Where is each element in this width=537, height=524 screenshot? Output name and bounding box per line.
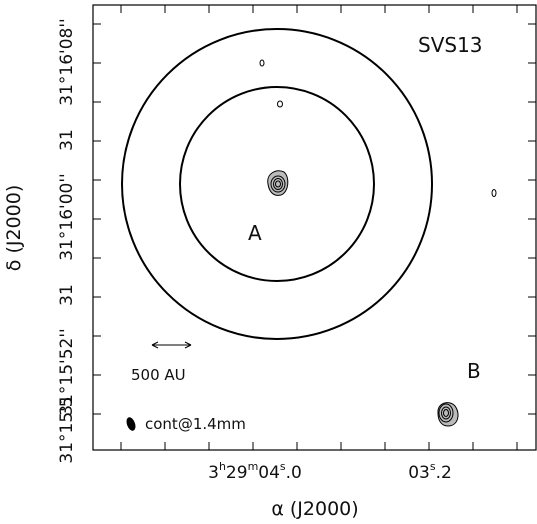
contours-b bbox=[437, 402, 459, 427]
beam-label: cont@1.4mm bbox=[145, 415, 246, 433]
x-axis-label: α (J2000) bbox=[271, 498, 358, 520]
x-tick-part: s bbox=[280, 460, 286, 473]
y-tick-label: 31 bbox=[57, 129, 77, 151]
x-tick-part: m bbox=[248, 460, 259, 473]
source-label: A bbox=[248, 221, 262, 245]
y-tick-label: 31°15'52'' bbox=[57, 328, 77, 415]
x-tick-label: 3h29m04s.0 bbox=[208, 460, 302, 483]
y-axis-label: δ (J2000) bbox=[3, 185, 25, 271]
x-tick-part: s bbox=[430, 460, 436, 473]
inner-circle bbox=[179, 86, 375, 282]
contours-a bbox=[259, 59, 497, 197]
y-tick-label: 31°16'00'' bbox=[57, 173, 77, 260]
scale-bar bbox=[151, 341, 192, 349]
x-tick-part: 03 bbox=[408, 463, 430, 483]
x-tick-part: 3 bbox=[208, 463, 219, 483]
x-tick-labels: 3h29m04s.0 03s.2 bbox=[208, 460, 452, 483]
y-tick-label: 31°15'5 bbox=[57, 396, 77, 463]
beam bbox=[126, 417, 136, 431]
source-label: B bbox=[467, 359, 481, 383]
scale-label: 500 AU bbox=[131, 366, 186, 384]
y-tick-labels: 31°16'08'' 31 31°16'00'' 31 31°15'52''31°15'… bbox=[57, 18, 77, 463]
x-tick-part: .0 bbox=[286, 463, 302, 483]
y-tick-label: 31°16'08'' bbox=[57, 18, 77, 105]
x-tick-part: h bbox=[219, 460, 226, 473]
source-name: SVS13 bbox=[418, 33, 483, 57]
x-tick-part: 04 bbox=[258, 463, 280, 483]
x-tick-part: .2 bbox=[436, 463, 452, 483]
frame-ticks bbox=[93, 5, 536, 450]
x-tick-label: 03s.2 bbox=[408, 460, 452, 483]
frame bbox=[92, 4, 537, 451]
x-tick-part: 29 bbox=[226, 463, 248, 483]
y-tick-label: 31 bbox=[57, 284, 77, 306]
outer-circle bbox=[121, 28, 433, 340]
